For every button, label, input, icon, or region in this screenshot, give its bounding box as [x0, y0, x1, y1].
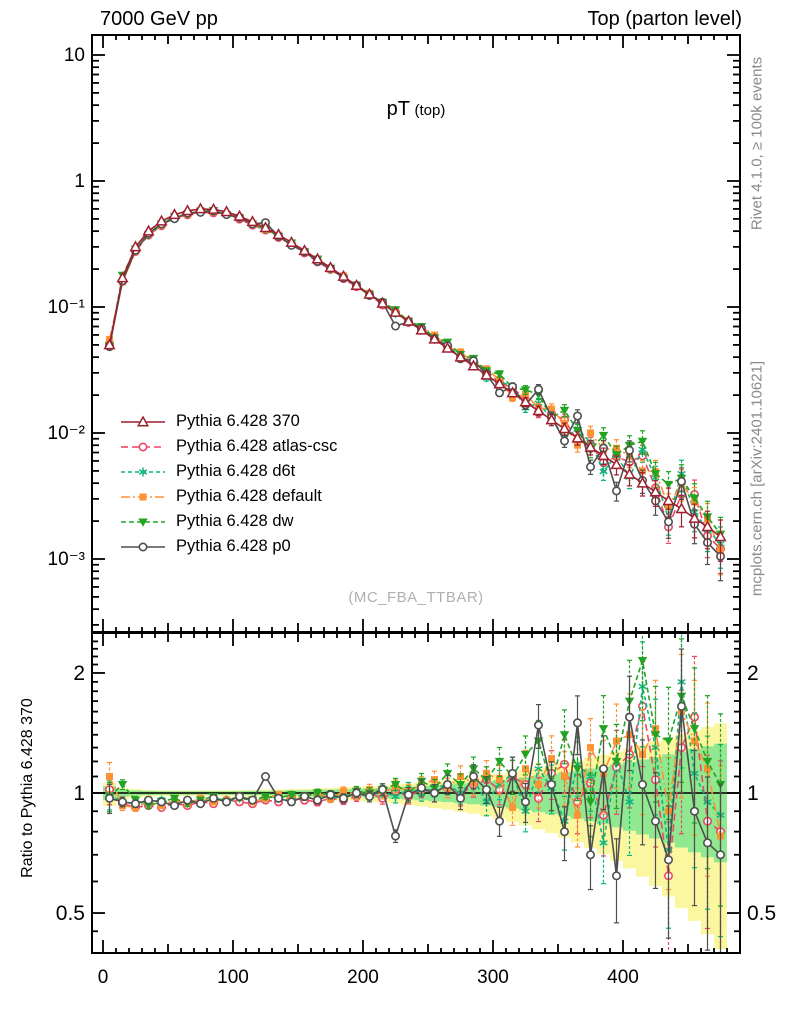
- error-bar: [522, 735, 529, 776]
- error-bar: [613, 838, 620, 924]
- main-y-tick-label: 1: [74, 171, 85, 192]
- generator-version-note: Rivet 4.1.0, ≥ 100k events: [748, 56, 766, 231]
- ratio-series-pythia-6-428-p0: [105, 648, 725, 953]
- error-bar: [678, 648, 685, 794]
- main-y-tick-label: 10: [64, 45, 85, 66]
- x-tick-label: 400: [607, 967, 639, 988]
- legend: Pythia 6.428 370 Pythia 6.428 atlas-csc Py…: [120, 409, 337, 559]
- x-tick-label: 300: [477, 967, 509, 988]
- error-bar: [613, 723, 620, 810]
- legend-item-pythia-6-428-p0: Pythia 6.428 p0: [120, 534, 337, 559]
- error-bar: [717, 783, 724, 953]
- analysis-watermark: (MC_FBA_TTBAR): [348, 589, 484, 606]
- legend-item-pythia-6-428-dw: Pythia 6.428 dw: [120, 509, 337, 534]
- page-title: pT (top): [92, 98, 740, 121]
- legend-item-label: Pythia 6.428 dw: [176, 512, 294, 530]
- error-bar: [704, 776, 711, 951]
- error-bar: [496, 769, 503, 801]
- legend-item-pythia-6-428-default: Pythia 6.428 default: [120, 484, 337, 509]
- error-bar: [665, 805, 672, 939]
- observable-title: pT: [386, 98, 411, 120]
- ratio-y-tick-label-left: 1: [73, 782, 85, 805]
- error-bar: [626, 675, 633, 772]
- error-bar: [496, 746, 503, 778]
- main-series-pythia-6-428-370: [103, 202, 727, 562]
- legend-item-label: Pythia 6.428 370: [176, 412, 300, 430]
- ratio-y-tick-label-right: 1: [747, 782, 759, 805]
- legend-item-label: Pythia 6.428 p0: [176, 537, 291, 555]
- main-y-tick-label: 10⁻³: [48, 549, 86, 570]
- ratio-y-tick-label-left: 2: [73, 662, 85, 685]
- beam-title: 7000 GeV pp: [100, 8, 218, 30]
- legend-item-pythia-6-428-d6t: Pythia 6.428 d6t: [120, 459, 337, 484]
- axis-tick-labels: 0 100 200 300 400 10 1 10⁻¹ 10⁻² 10⁻³ 2 2 1 1 0.5 0.5: [48, 45, 777, 988]
- legend-line-sample: [121, 414, 165, 426]
- ratio-y-tick-label-right: 2: [747, 662, 759, 685]
- error-bar: [691, 749, 698, 907]
- observable-subtitle: (top): [414, 102, 446, 119]
- error-bar: [639, 739, 646, 846]
- x-tick-label: 100: [217, 967, 249, 988]
- x-tick-label: 200: [347, 967, 379, 988]
- legend-item-pythia-6-428-atlas-csc: Pythia 6.428 atlas-csc: [120, 434, 337, 459]
- main-y-tick-label: 10⁻²: [48, 423, 86, 444]
- ratio-y-tick-label-left: 0.5: [56, 902, 85, 925]
- ratio-y-tick-label-right: 0.5: [747, 902, 776, 925]
- legend-line-sample: [121, 442, 165, 452]
- legend-line-sample: [121, 542, 165, 552]
- legend-line-sample: [121, 518, 165, 527]
- legend-item-label: Pythia 6.428 d6t: [176, 462, 296, 480]
- x-tick-label: 0: [98, 967, 109, 988]
- legend-item-pythia-6-428-370: Pythia 6.428 370: [120, 409, 337, 434]
- legend-line-sample: [121, 467, 165, 476]
- legend-line-sample: [121, 493, 165, 500]
- ratio-axis-title: Ratio to Pythia 6.428 370: [19, 698, 36, 878]
- legend-item-label: Pythia 6.428 atlas-csc: [176, 437, 338, 455]
- main-y-tick-label: 10⁻¹: [48, 297, 86, 318]
- axis-ticks: [92, 35, 740, 953]
- source-citation-note: mcplots.cern.ch [arXiv:2401.10621]: [748, 360, 766, 597]
- legend-item-label: Pythia 6.428 default: [176, 487, 322, 505]
- process-title: Top (parton level): [587, 8, 742, 30]
- error-bar: [652, 772, 659, 890]
